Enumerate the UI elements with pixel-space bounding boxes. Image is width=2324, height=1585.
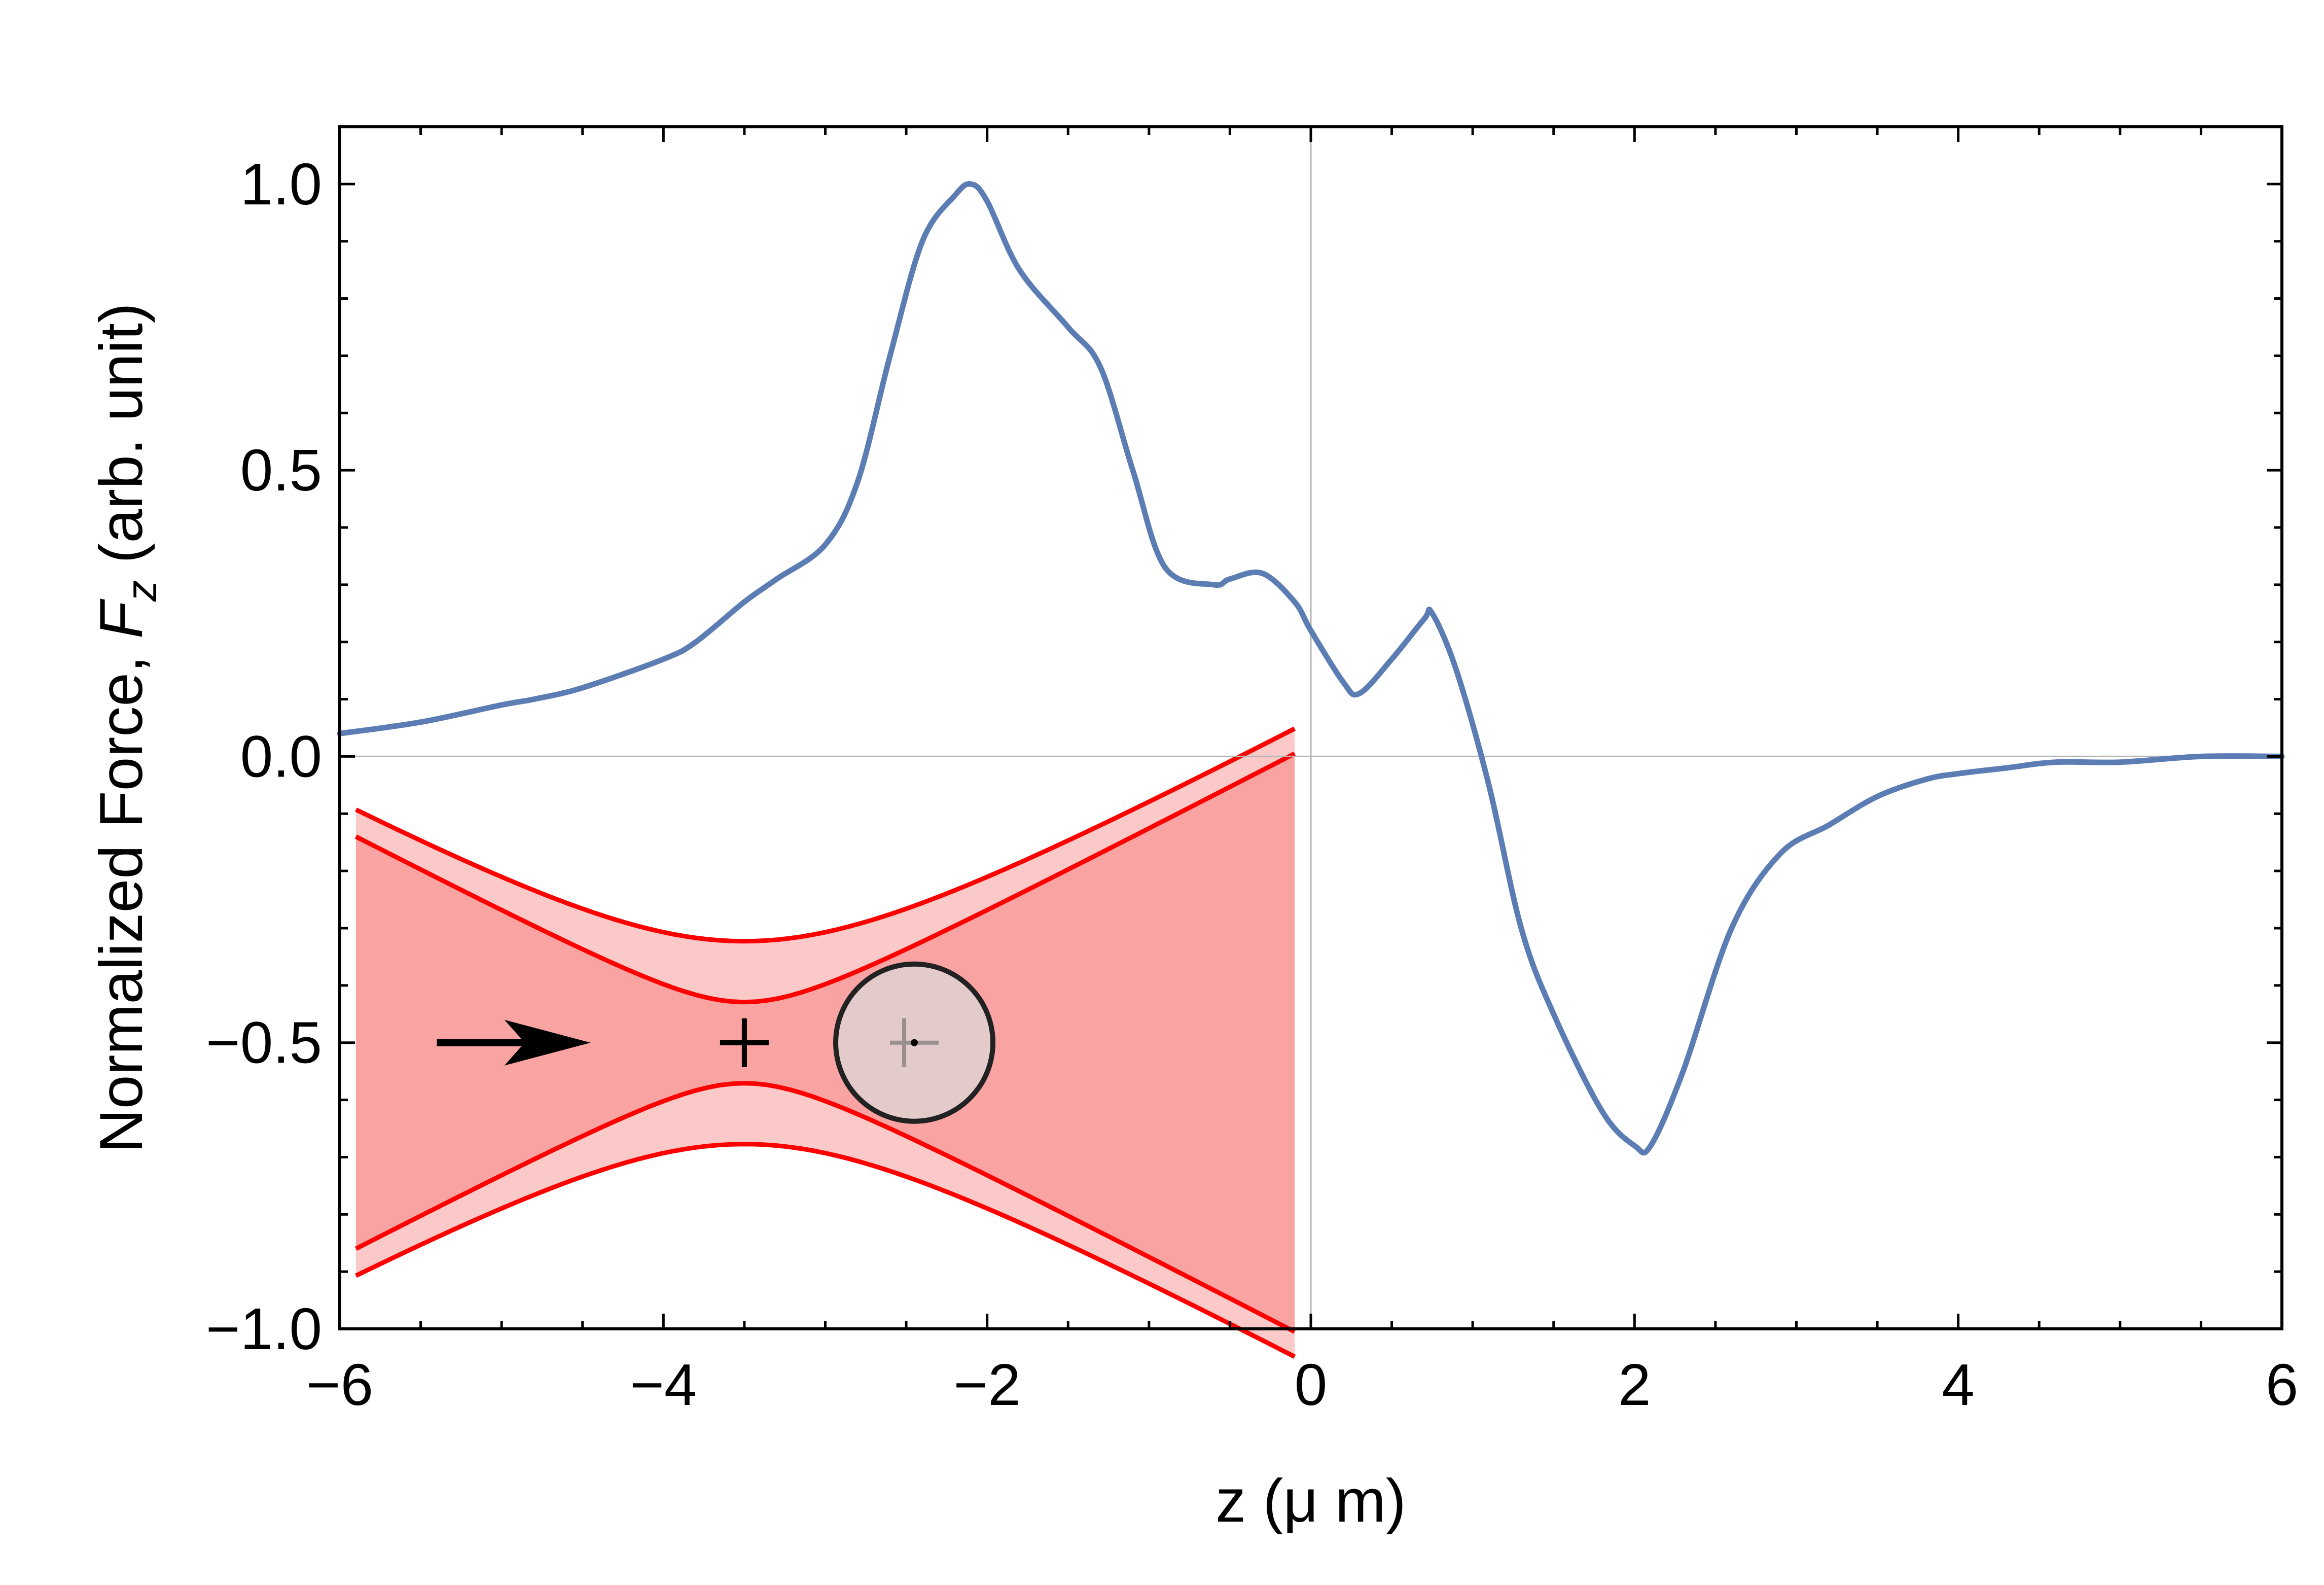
y-tick-label: −0.5	[206, 1010, 322, 1076]
propagation-arrow-icon	[437, 1019, 591, 1066]
arrow-head	[504, 1019, 591, 1066]
y-axis-title-prefix: Normalized Force,	[87, 639, 155, 1153]
beam-outer-bottom-line	[354, 1142, 1296, 1359]
y-axis-title-suffix: (arb. unit)	[87, 303, 155, 580]
x-axis-title: z (μ m)	[1215, 1467, 1406, 1535]
y-tick-label: 0.5	[240, 437, 322, 503]
beam-inner-bottom-line	[354, 1081, 1296, 1334]
x-tick-label: 0	[1295, 1352, 1328, 1418]
y-tick-label: −1.0	[206, 1296, 322, 1362]
x-tick-label: −6	[306, 1352, 373, 1418]
y-tick-labels: −1.0 −0.5 0.0 0.5 1.0	[206, 151, 322, 1362]
x-tick-label: −4	[630, 1352, 697, 1418]
x-tick-label: −2	[954, 1352, 1021, 1418]
series-line	[337, 181, 2285, 1156]
particle-center-dot	[911, 1039, 918, 1046]
axis-ticks	[338, 125, 2283, 1330]
particle-circle	[833, 961, 996, 1124]
x-tick-label: 4	[1942, 1352, 1975, 1418]
beam-inner-top-line	[354, 751, 1296, 1005]
y-axis-title: Normalized Force, Fz (arb. unit)	[87, 303, 165, 1153]
x-tick-label: 6	[2266, 1352, 2299, 1418]
y-tick-label: 0.0	[240, 723, 322, 789]
beam-outer-top-line	[354, 726, 1296, 944]
x-tick-label: 2	[1618, 1352, 1651, 1418]
y-tick-label: 1.0	[240, 151, 322, 217]
x-tick-labels: −6 −4 −2 0 2 4 6	[306, 1352, 2298, 1418]
beam-inner-envelope	[355, 753, 1295, 1332]
beam-inset-illustration	[354, 726, 1296, 1359]
y-axis-title-subscript: z	[118, 580, 165, 602]
focus-cross-marker	[720, 1018, 769, 1067]
y-axis-title-symbol: F	[87, 598, 155, 639]
